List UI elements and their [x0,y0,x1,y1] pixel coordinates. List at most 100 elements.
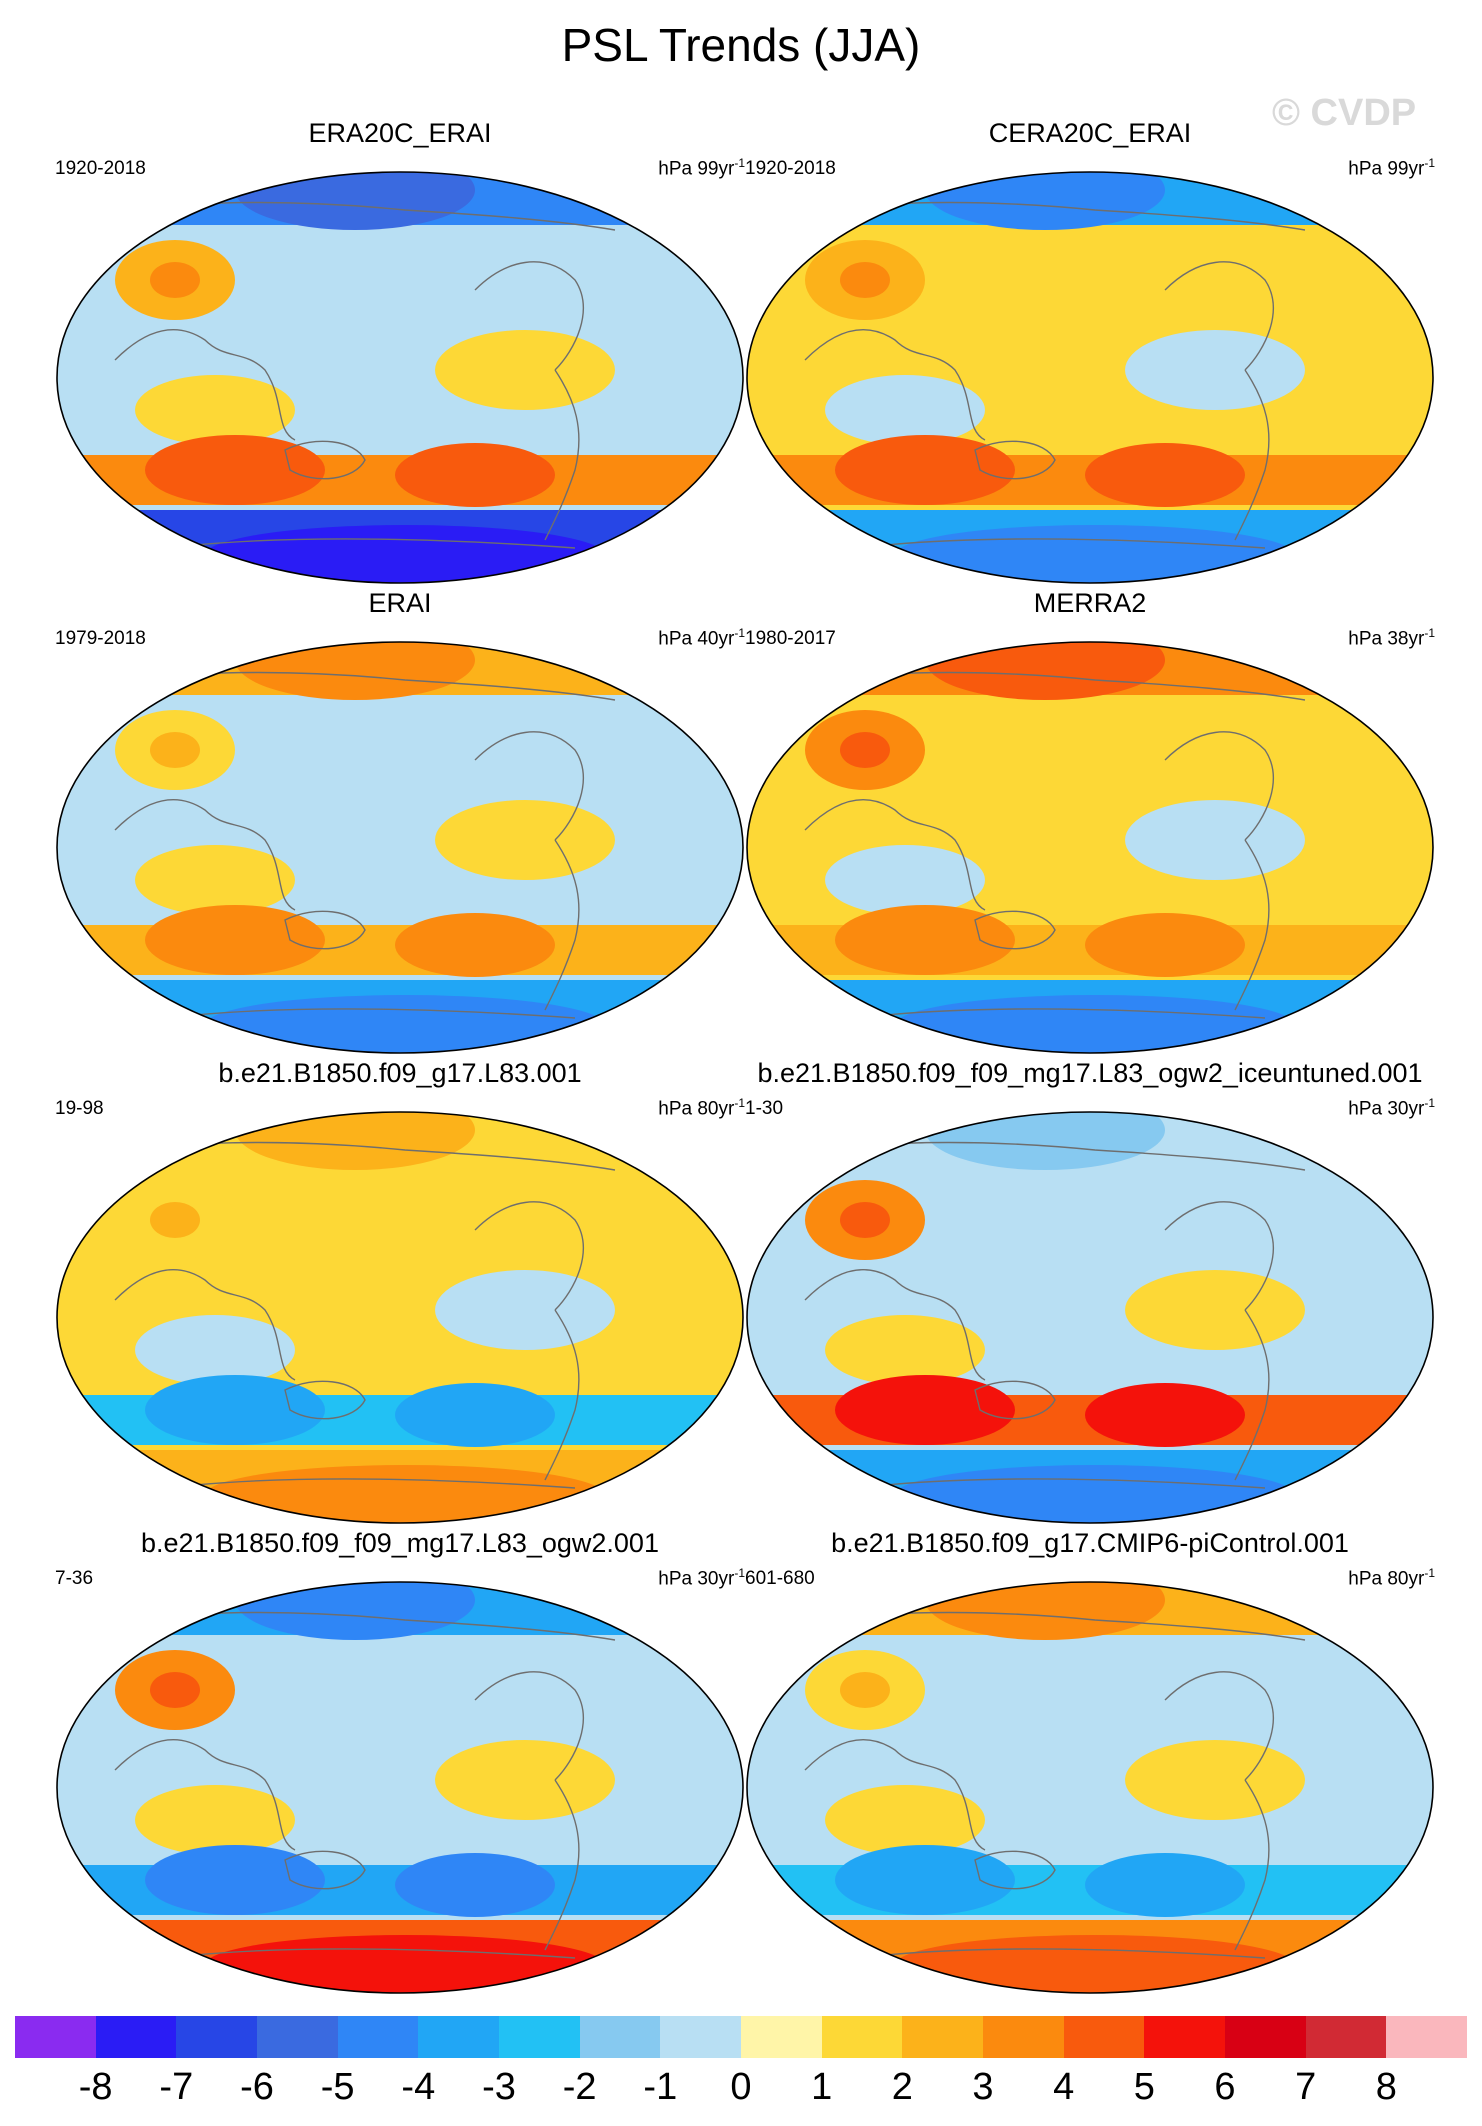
coastline [1234,369,1270,541]
midlat-center-east [395,913,555,977]
map-panel: b.e21.B1850.f09_g17.L83.001 19-98 hPa 80yr… [55,1058,745,1524]
map-panel: b.e21.B1850.f09_f09_mg17.L83_ogw2.001 7-3… [55,1528,745,1994]
pacific-patch [435,330,615,410]
panel-period: 601-680 [745,1568,815,1589]
colorbar-tick-label: -6 [240,2066,274,2108]
coastline [974,1380,1056,1420]
coastline [474,1201,584,1311]
midlat-center-west [145,1375,325,1445]
colorbar-segment [1144,2016,1226,2058]
coastline [804,798,986,911]
midlat-center-east [1085,1383,1245,1447]
map-panel: ERAI 1979-2018 hPa 40yr-1 [55,588,745,1054]
colorbar-segment [15,2016,96,2058]
midlat-center-west [835,905,1015,975]
panel-units: hPa 40yr-1 [658,626,745,650]
coastline [114,1268,296,1381]
map-outline [746,1111,1434,1524]
colorbar-tick-label: 8 [1375,2066,1397,2108]
south-polar-center [895,525,1295,583]
eurasia-core [150,1202,200,1238]
coastline [474,261,584,371]
coastline [544,839,580,1011]
south-polar-center [895,1935,1295,1993]
indian-patch [825,375,985,445]
pacific-patch [1125,1740,1305,1820]
colorbar-labels: -8 -7 -6 -5 -4 -3 -2 -1 0 1 2 3 4 5 6 7 8 [0,2066,1482,2114]
trend-map [746,1111,1434,1524]
colorbar-segment [1225,2016,1306,2058]
south-polar-center [205,1935,605,1993]
colorbar-tick-label: 1 [811,2066,833,2108]
eurasia-core [840,1672,890,1708]
colorbar-segment [1063,2016,1145,2058]
figure-title: PSL Trends (JJA) [561,19,921,71]
midlat-center-west [145,435,325,505]
midlat-center-west [835,435,1015,505]
colorbar-tick-label: -7 [159,2066,194,2108]
midlat-center-east [1085,1853,1245,1917]
south-polar-center [205,1465,605,1523]
coastline [1164,261,1274,371]
indian-patch [135,375,295,445]
colorbar-segment [257,2016,338,2058]
coastline [884,1948,1266,1959]
panel-period: 19-98 [55,1098,104,1119]
panel-title: b.e21.B1850.f09_f09_mg17.L83_ogw2_iceunt… [757,1058,1423,1088]
map-outline [746,171,1434,584]
panel-period: 7-36 [55,1568,94,1589]
coastline [194,1008,576,1019]
midlat-center-east [1085,443,1245,507]
coastline [544,369,580,541]
panel-units: hPa 30yr-1 [658,1566,745,1590]
panel-units: hPa 80yr-1 [658,1096,745,1120]
eurasia-core [150,262,200,298]
colorbar [15,2016,1468,2058]
colorbar-segment [337,2016,419,2058]
south-polar-center [205,525,605,583]
coastline [544,1309,580,1481]
panel-title: CERA20C_ERAI [988,118,1192,148]
colorbar-tick-label: 2 [891,2066,913,2108]
coastline [1234,839,1270,1011]
coastline [194,1478,576,1489]
panel-period: 1979-2018 [55,628,146,649]
trend-map [56,1581,744,1994]
indian-patch [135,1315,295,1385]
coastline [194,1948,576,1959]
eurasia-core [150,1672,200,1708]
coastline [544,1779,580,1951]
colorbar-segment [821,2016,903,2058]
panel-units: hPa 80yr-1 [1348,1566,1435,1590]
panel-period: 1980-2017 [745,628,836,649]
colorbar-tick-label: -1 [643,2066,678,2108]
trend-map [56,641,744,1054]
colorbar-segment [499,2016,580,2058]
colorbar-tick-label: 0 [730,2066,752,2108]
midlat-center-east [395,1853,555,1917]
midlat-center-east [395,1383,555,1447]
panel-period: 1920-2018 [745,158,836,179]
coastline [474,731,584,841]
coastline [114,1738,296,1851]
panel-period: 1-30 [745,1098,784,1119]
coastline [284,1380,366,1420]
colorbar-tick-label: 7 [1295,2066,1317,2108]
eurasia-core [840,262,890,298]
coastline [974,440,1056,480]
coastline [1164,1201,1274,1311]
colorbar-tick-label: -5 [320,2066,355,2108]
coastline [114,328,296,441]
map-outline [56,1581,744,1994]
panel-title: b.e21.B1850.f09_g17.CMIP6-piControl.001 [831,1528,1349,1558]
coastline [884,1008,1266,1019]
coastline [804,1738,986,1851]
map-outline [56,641,744,1054]
midlat-center-west [145,1845,325,1915]
eurasia-core [150,732,200,768]
midlat-center-east [395,443,555,507]
trend-map [56,171,744,584]
map-panel: CERA20C_ERAI 1920-2018 hPa 99yr-1 [745,118,1435,584]
map-outline [746,641,1434,1054]
coastline [114,798,296,911]
